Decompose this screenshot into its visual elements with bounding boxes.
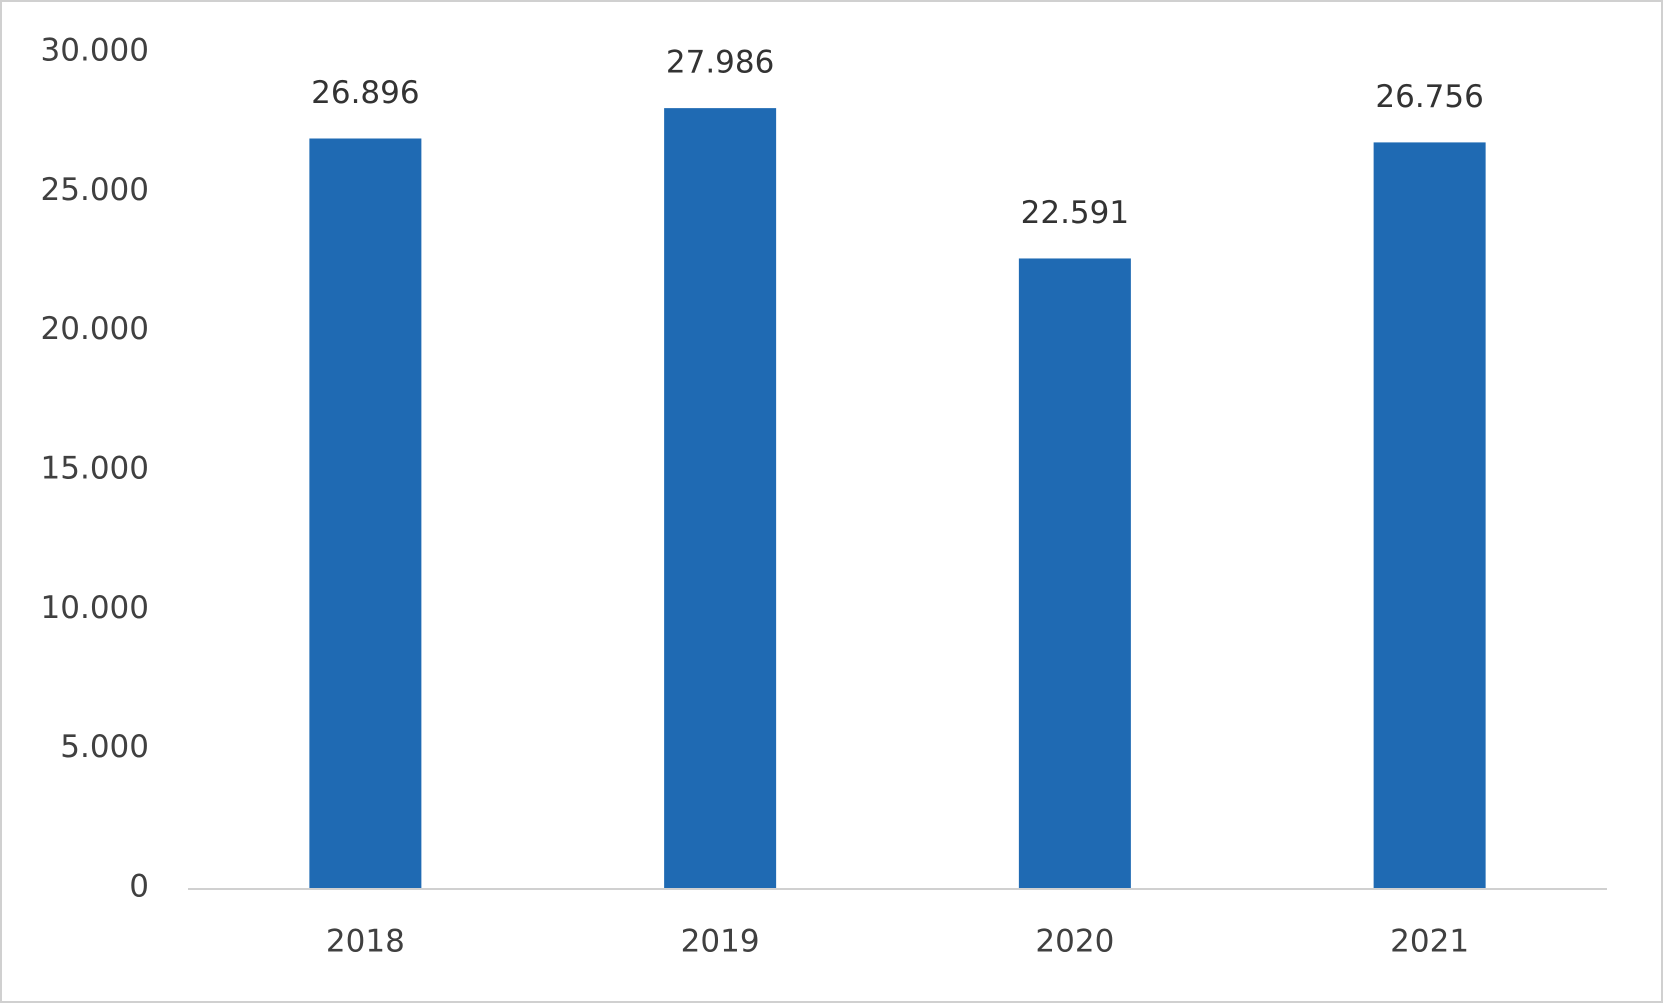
bar [1373, 142, 1486, 888]
y-tick-label: 20.000 [41, 311, 149, 347]
x-tick-label: 2018 [326, 924, 405, 960]
value-label: 22.591 [1021, 195, 1129, 231]
y-tick-label: 0 [129, 869, 149, 905]
y-tick-label: 10.000 [41, 590, 149, 626]
bar [1018, 258, 1131, 889]
x-tick-label: 2019 [681, 924, 760, 960]
bar [309, 138, 422, 888]
bar [664, 108, 777, 888]
value-label: 26.756 [1375, 79, 1483, 115]
x-tick-label: 2021 [1390, 924, 1469, 960]
y-tick-label: 5.000 [60, 729, 149, 765]
y-tick-label: 30.000 [41, 33, 149, 69]
y-tick-label: 15.000 [41, 451, 149, 487]
value-label: 27.986 [666, 45, 774, 81]
y-tick-label: 25.000 [41, 172, 149, 208]
value-label: 26.896 [311, 75, 419, 111]
x-tick-label: 2020 [1035, 924, 1114, 960]
